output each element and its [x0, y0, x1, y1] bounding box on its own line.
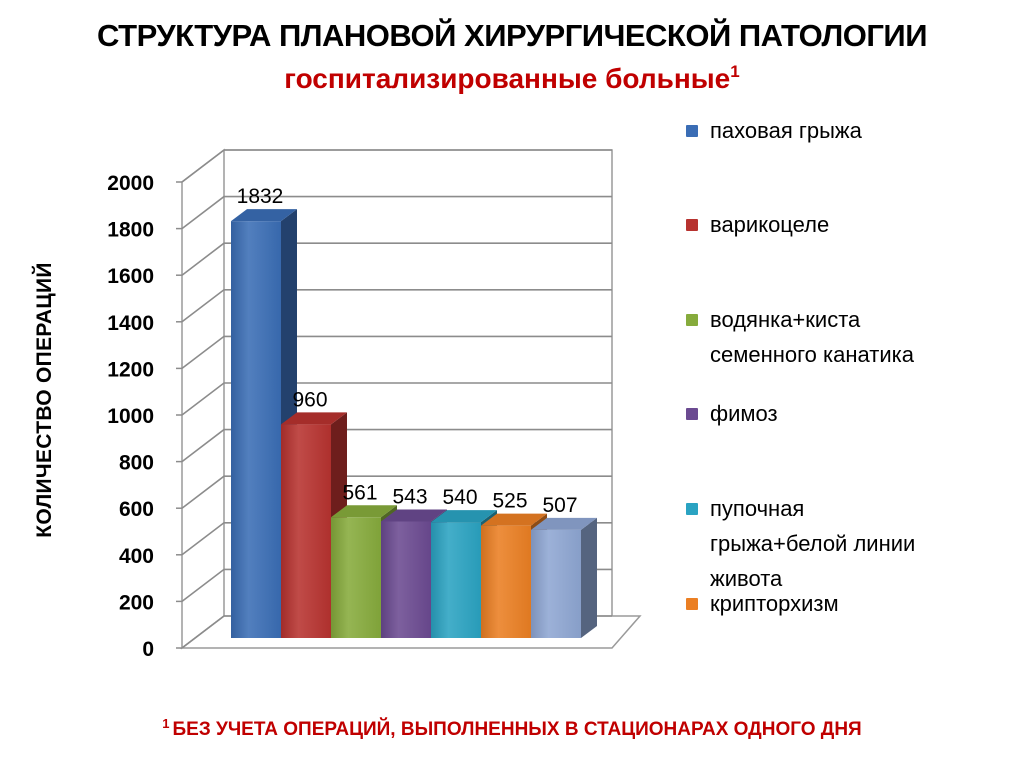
data-label-2: 960 — [292, 388, 327, 411]
legend-label: крипторхизм — [710, 586, 1016, 621]
bar-front — [281, 424, 331, 638]
gridline — [181, 149, 612, 183]
bar-top — [381, 509, 447, 522]
chart-bars — [231, 209, 597, 639]
bar-top — [481, 513, 547, 526]
y-tick-label: 1200 — [107, 358, 154, 381]
y-tick-label: 2000 — [107, 172, 154, 195]
bar-front — [331, 517, 381, 638]
legend-label: варикоцеле — [710, 207, 1016, 242]
subtitle-footnote-marker: 1 — [730, 62, 740, 81]
legend-swatch — [686, 314, 698, 326]
y-tick-label: 200 — [119, 591, 154, 614]
gridline — [181, 242, 612, 276]
bar-front — [531, 529, 581, 638]
bar-front — [381, 521, 431, 638]
bar-top — [331, 505, 397, 518]
legend-label: пупочная грыжа+белой линии живота — [710, 491, 1016, 596]
data-label-5: 540 — [442, 486, 477, 509]
legend-label-line: фимоз — [710, 401, 778, 426]
gridline — [181, 195, 612, 230]
legend-label-line: водянка+киста — [710, 307, 861, 332]
gridline — [181, 475, 612, 509]
legend-item-3: водянка+киста семенного канатика — [686, 302, 1016, 372]
bar-front — [481, 525, 531, 638]
legend-label-line: живота — [710, 566, 783, 591]
legend-item-6: крипторхизм — [686, 586, 1016, 621]
y-tick-label: 1800 — [107, 219, 154, 242]
bar-front — [431, 522, 481, 638]
y-tick-label: 0 — [142, 638, 154, 661]
bar-6 — [481, 513, 547, 638]
footnote-text: БЕЗ УЧЕТА ОПЕРАЦИЙ, ВЫПОЛНЕННЫХ В СТАЦИО… — [172, 719, 862, 740]
legend-label-line: паховая грыжа — [710, 118, 862, 143]
y-tick-label: 400 — [119, 545, 154, 568]
y-axis-ticks: 0 200 400 600 800 1000 1200 1400 1600 1800 2000 — [107, 172, 182, 661]
footnote-marker: 1 — [162, 716, 170, 731]
legend-label: водянка+киста семенного канатика — [710, 302, 1016, 372]
bar-side — [581, 517, 597, 638]
data-label-4: 543 — [392, 485, 427, 508]
data-label-1: 1832 — [237, 185, 284, 208]
gridline — [181, 335, 612, 370]
bar-front — [231, 221, 281, 639]
y-tick-label: 1000 — [107, 405, 154, 428]
legend-label-line: грыжа+белой линии — [710, 531, 916, 556]
y-tick-label: 1600 — [107, 265, 154, 288]
legend-label: паховая грыжа — [710, 113, 1016, 148]
legend-label-line: варикоцеле — [710, 212, 830, 237]
chart-title: СТРУКТУРА ПЛАНОВОЙ ХИРУРГИЧЕСКОЙ ПАТОЛОГ… — [97, 18, 927, 53]
legend-label-line: семенного канатика — [710, 342, 914, 367]
legend-swatch — [686, 598, 698, 610]
data-label-7: 507 — [542, 494, 577, 517]
gridline — [181, 288, 612, 323]
y-tick-label: 1400 — [107, 312, 154, 335]
legend-item-2: варикоцеле — [686, 207, 1016, 242]
legend-item-5: пупочная грыжа+белой линии живота — [686, 491, 1016, 596]
y-tick-label: 600 — [119, 498, 154, 521]
legend-label-line: пупочная — [710, 496, 805, 521]
subtitle-text: госпитализированные больные — [284, 63, 731, 94]
bar-top — [431, 510, 497, 523]
bar-top — [231, 209, 297, 222]
data-labels: 1832 960 561 543 540 525 507 — [237, 185, 578, 517]
data-label-3: 561 — [342, 481, 377, 504]
legend-item-4: фимоз — [686, 396, 1016, 431]
gridline — [181, 382, 612, 416]
data-label-6: 525 — [492, 490, 527, 513]
bar-7 — [531, 517, 597, 638]
legend-swatch — [686, 503, 698, 515]
legend-label-line: крипторхизм — [710, 591, 839, 616]
bar-top — [281, 412, 347, 425]
chart-subtitle: госпитализированные больные1 — [0, 62, 1024, 95]
y-axis-label: КОЛИЧЕСТВО ОПЕРАЦИЙ — [33, 262, 56, 538]
legend-label: фимоз — [710, 396, 1016, 431]
bar-top — [531, 517, 597, 530]
gridline — [181, 428, 612, 463]
legend-swatch — [686, 219, 698, 231]
footnote: 1 БЕЗ УЧЕТА ОПЕРАЦИЙ, ВЫПОЛНЕННЫХ В СТАЦИ… — [0, 716, 1024, 741]
legend-swatch — [686, 408, 698, 420]
legend-swatch — [686, 125, 698, 137]
legend-item-1: паховая грыжа — [686, 113, 1016, 148]
y-tick-label: 800 — [119, 452, 154, 475]
